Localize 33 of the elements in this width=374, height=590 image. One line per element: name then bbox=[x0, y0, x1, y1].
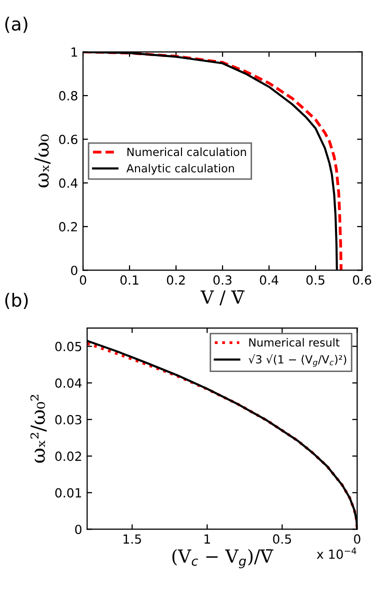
legend-label: Numerical result bbox=[249, 338, 340, 347]
x-tick-label: 0.1 bbox=[120, 275, 138, 285]
x-tick-label: 0.6 bbox=[352, 275, 372, 285]
legend-label: √3 √(1 − (V$_{g}$/V$_{c}$)²) bbox=[248, 354, 346, 367]
y-axis-title: ωₓ²/ω₀² bbox=[30, 394, 47, 463]
x-tick-label: 0.4 bbox=[260, 275, 278, 285]
y-tick-label: 1 bbox=[72, 48, 78, 57]
x-axis-title: (V$_{c}$ − V$_{g}$)/V̄ bbox=[172, 548, 274, 568]
x-axis-title: V / V̄ bbox=[200, 290, 245, 306]
x-tick-label: 0.3 bbox=[213, 275, 232, 285]
x-tick-label: 1 bbox=[204, 534, 210, 544]
x-tick-label: 1.5 bbox=[124, 534, 141, 544]
y-tick-label: 0.04 bbox=[55, 378, 82, 388]
y-tick-label: 0.01 bbox=[55, 488, 82, 498]
y-tick-label: 0.2 bbox=[59, 222, 77, 232]
x-tick-label: 0 bbox=[354, 534, 360, 544]
y-tick-label: 0 bbox=[71, 266, 78, 276]
y-tick-label: 0.6 bbox=[59, 134, 78, 144]
legend-label: Numerical calculation bbox=[127, 148, 246, 156]
y-tick-label: 0.05 bbox=[55, 342, 82, 352]
text: x 10$^{−4}$ bbox=[316, 548, 356, 559]
y-tick-label: 0.02 bbox=[55, 452, 82, 461]
y-tick-label: 0.03 bbox=[55, 414, 82, 424]
y-tick-label: 0 bbox=[75, 524, 82, 534]
y-tick-label: 0.4 bbox=[59, 178, 78, 188]
y-axis-title: ωₓ/ω₀ bbox=[34, 134, 50, 188]
chart-title: (b) bbox=[5, 292, 28, 309]
legend-label: Analytic calculation bbox=[126, 164, 234, 175]
x-tick-label: 0.2 bbox=[166, 275, 185, 285]
x-tick-label: 0.5 bbox=[273, 534, 292, 544]
y-tick-label: 0.8 bbox=[59, 91, 78, 101]
x-tick-label: 0.5 bbox=[306, 275, 324, 285]
chart-title: (a) bbox=[5, 16, 28, 33]
